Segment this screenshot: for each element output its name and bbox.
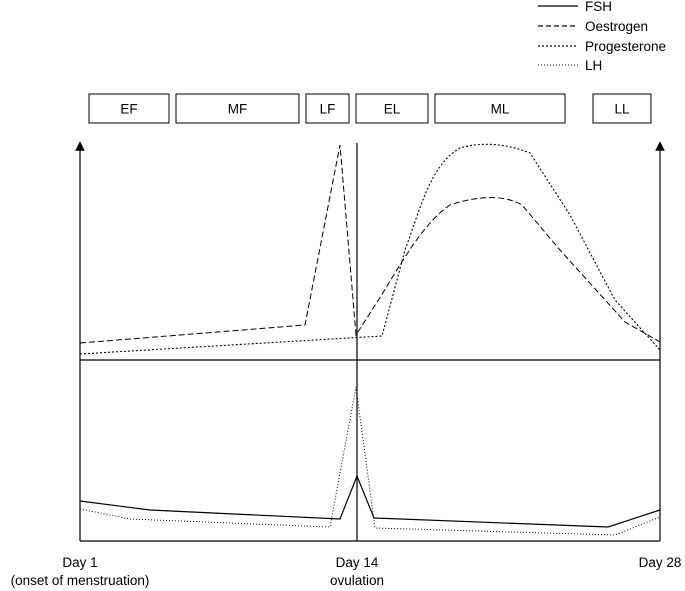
day-28-label: Day 28: [639, 555, 682, 570]
day-14-label: Day 14: [336, 555, 379, 570]
legend-label-lh: LH: [585, 58, 602, 73]
phase-ef: EF: [88, 93, 170, 124]
ovulation-label: ovulation: [330, 573, 384, 588]
day-1-label: Day 1: [62, 555, 97, 570]
fsh-curve: [79, 474, 661, 528]
phase-bar: EF MF LF EL ML LL: [88, 93, 652, 124]
phase-label-lf: LF: [320, 102, 336, 117]
menstruation-onset-label: (onset of menstruation): [11, 573, 150, 588]
legend: FSH Oestrogen Progesterone LH: [538, 0, 666, 73]
lh-curve: [79, 386, 661, 536]
phase-label-el: EL: [384, 102, 401, 117]
pituitary-hormone-curves: [79, 386, 661, 536]
legend-item-oestrogen: Oestrogen: [538, 19, 648, 34]
phase-label-mf: MF: [228, 102, 248, 117]
phase-label-ml: ML: [491, 102, 510, 117]
axes: [75, 141, 665, 542]
legend-item-progesterone: Progesterone: [538, 39, 666, 54]
legend-item-fsh: FSH: [538, 0, 612, 14]
legend-label-oestrogen: Oestrogen: [585, 19, 648, 34]
x-axis-labels: Day 1 (onset of menstruation) Day 14 ovu…: [11, 555, 682, 588]
phase-mf: MF: [175, 93, 300, 124]
progesterone-curve: [79, 143, 661, 355]
legend-item-lh: LH: [538, 58, 602, 73]
oestrogen-curve: [79, 144, 661, 344]
legend-label-fsh: FSH: [585, 0, 612, 14]
phase-label-ll: LL: [614, 102, 630, 117]
phase-lf: LF: [305, 93, 350, 124]
legend-label-progesterone: Progesterone: [585, 39, 666, 54]
phase-el: EL: [355, 93, 429, 124]
ovarian-hormone-curves: [79, 143, 661, 355]
phase-ml: ML: [434, 93, 566, 124]
phase-label-ef: EF: [120, 102, 137, 117]
phase-ll: LL: [592, 93, 652, 124]
